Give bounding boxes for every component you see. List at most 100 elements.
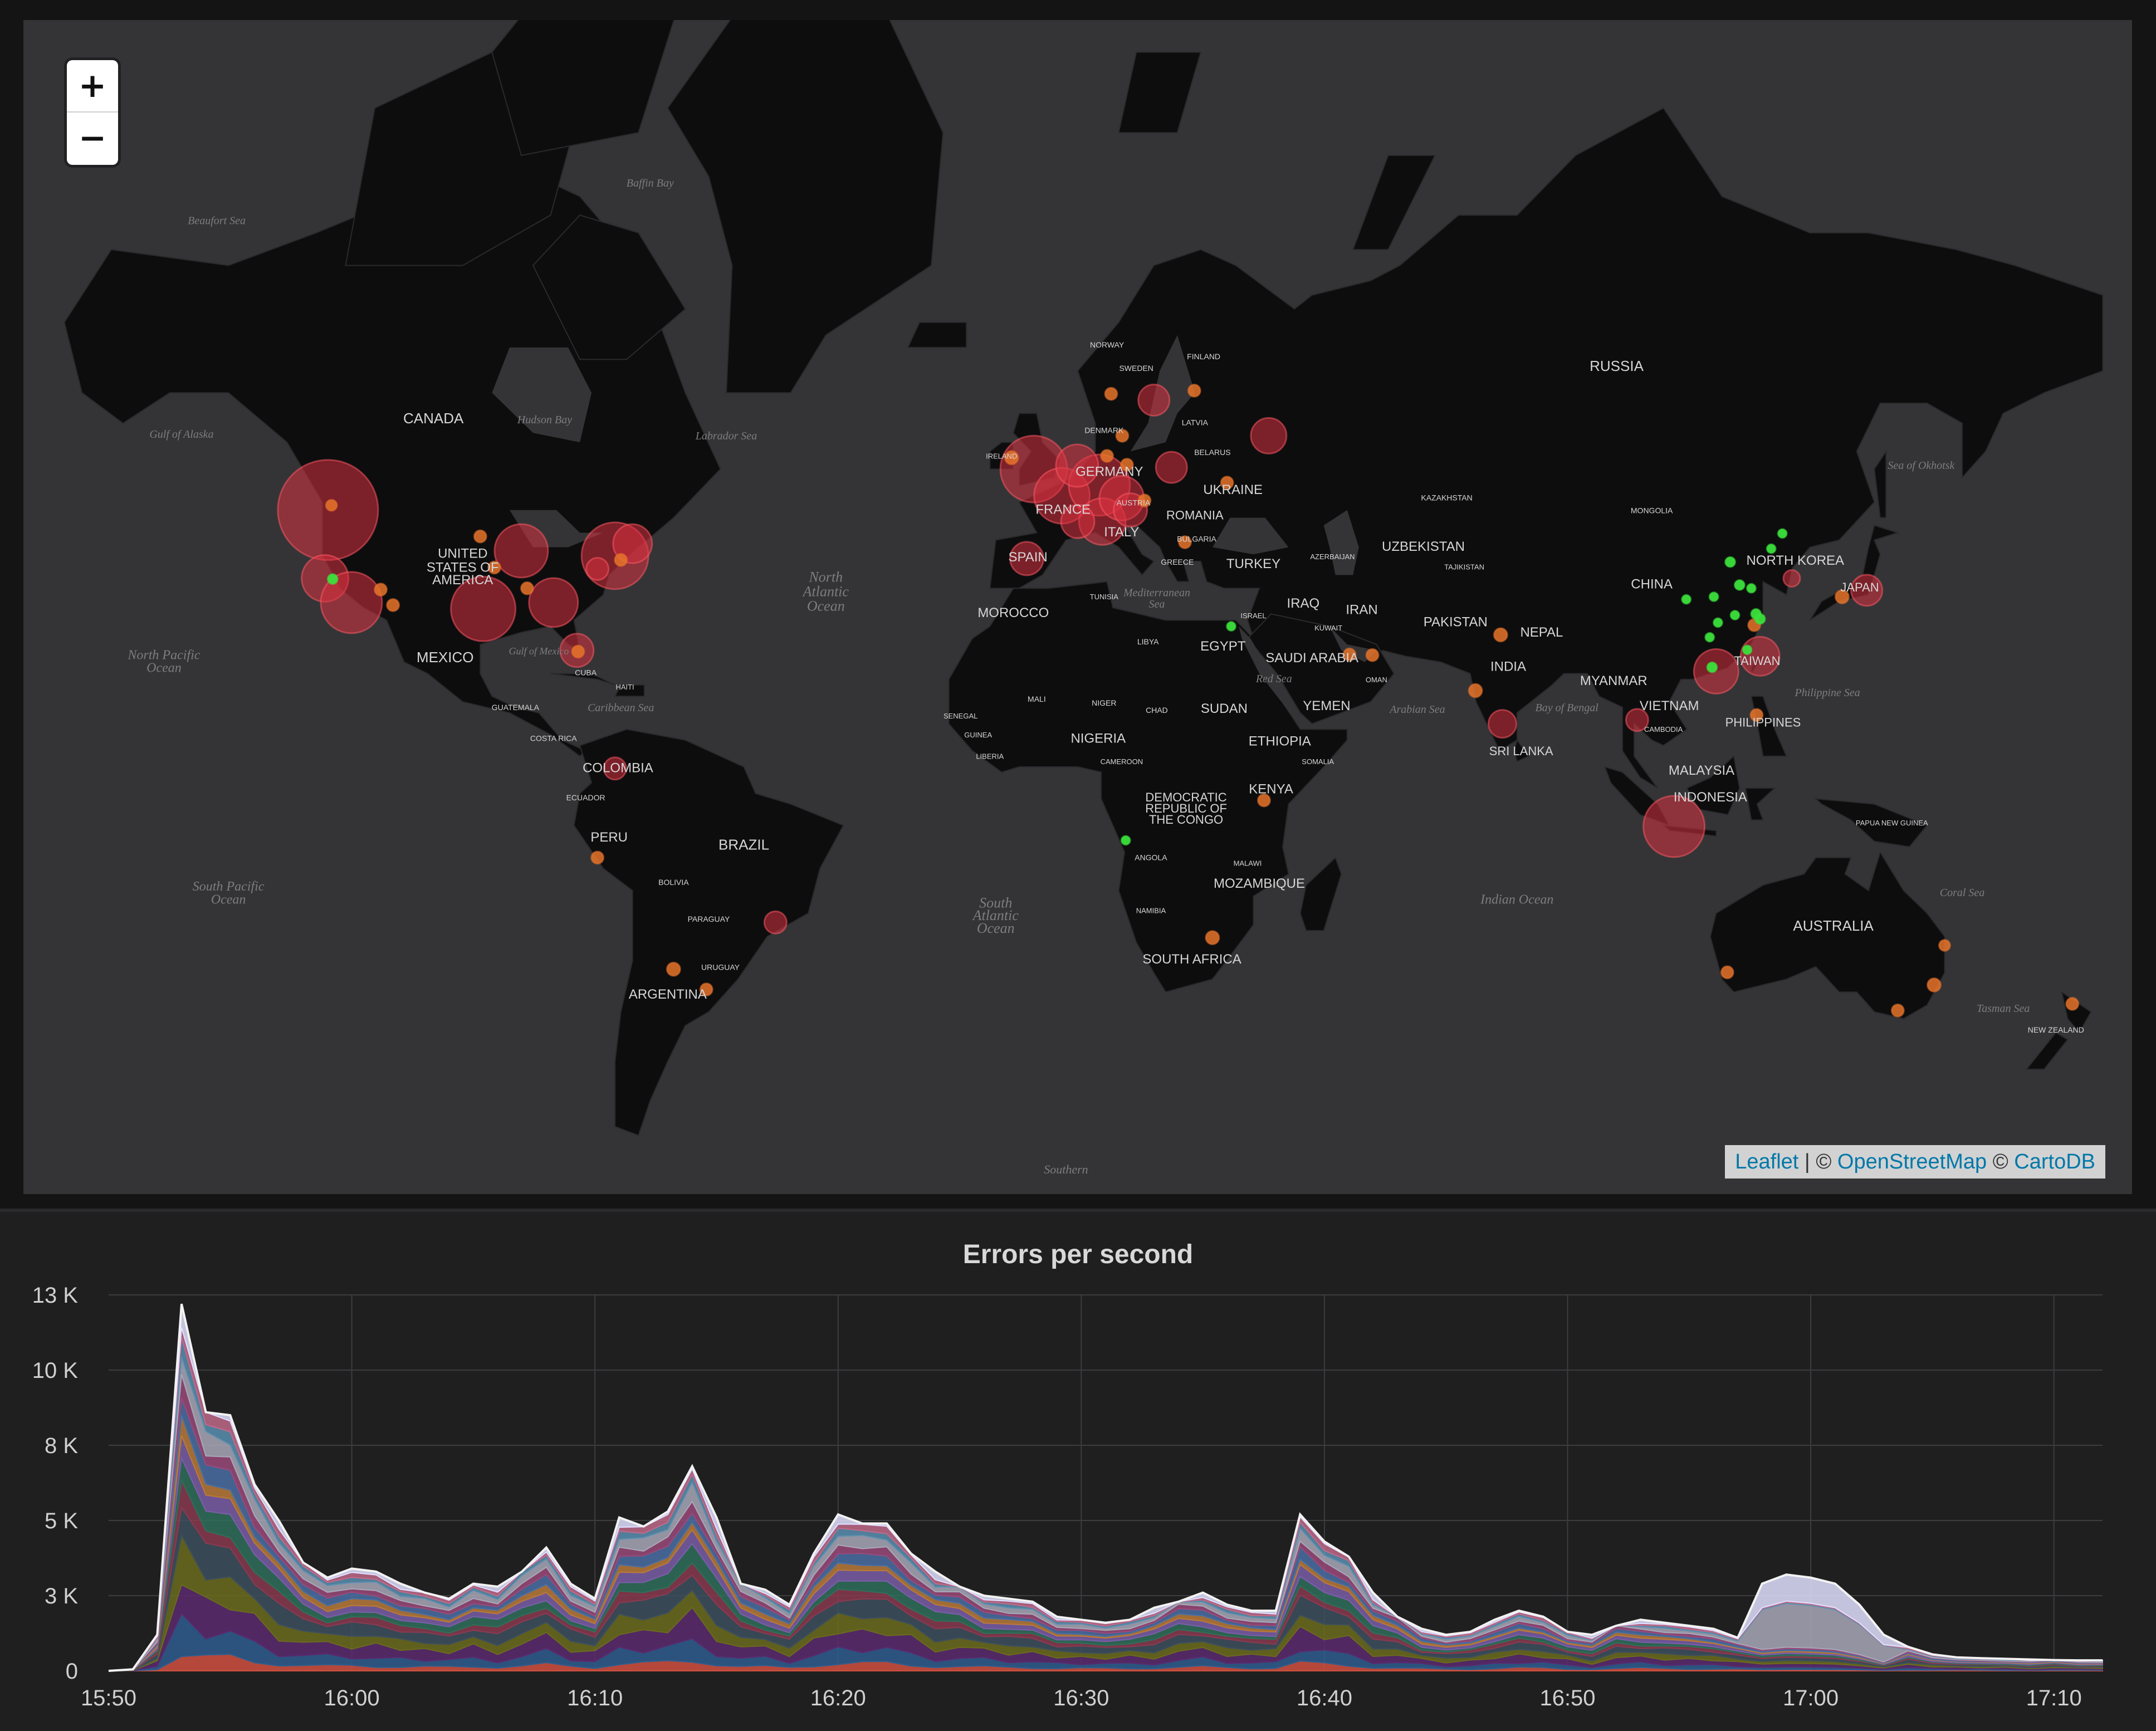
orange-error-marker[interactable] bbox=[1927, 977, 1942, 993]
country-label: REPUBLIC OF bbox=[1145, 801, 1227, 815]
red-error-marker[interactable] bbox=[763, 910, 788, 935]
red-error-marker[interactable] bbox=[450, 575, 517, 642]
zoom-in-button[interactable]: + bbox=[67, 60, 118, 113]
red-error-marker[interactable] bbox=[1487, 709, 1517, 739]
green-error-marker[interactable] bbox=[1777, 528, 1788, 539]
orange-error-marker[interactable] bbox=[1938, 938, 1951, 952]
errors-per-second-chart[interactable]: 0 3 K 5 K 8 K 10 K 13 K 15:50 16:00 16:10 16:20 16… bbox=[0, 1223, 2156, 1731]
country-label: TAJIKISTAN bbox=[1444, 563, 1484, 571]
red-error-marker[interactable] bbox=[1782, 569, 1801, 588]
orange-error-marker[interactable] bbox=[1720, 965, 1734, 980]
orange-error-marker[interactable] bbox=[1220, 476, 1234, 490]
country-label: DENMARK bbox=[1084, 426, 1124, 434]
red-error-marker[interactable] bbox=[1009, 541, 1045, 576]
orange-error-marker[interactable] bbox=[1342, 647, 1357, 662]
red-error-marker[interactable] bbox=[1155, 451, 1188, 484]
x-tick-label: 16:50 bbox=[1539, 1686, 1595, 1710]
red-error-marker[interactable] bbox=[585, 556, 610, 581]
sea-label: North bbox=[808, 569, 843, 585]
country-label: KENYA bbox=[1249, 782, 1293, 797]
orange-error-marker[interactable] bbox=[487, 560, 502, 575]
orange-error-marker[interactable] bbox=[1104, 387, 1118, 401]
leaflet-link[interactable]: Leaflet bbox=[1735, 1150, 1799, 1173]
orange-error-marker[interactable] bbox=[614, 552, 628, 567]
green-error-marker[interactable] bbox=[1226, 621, 1237, 632]
sea-label: Ocean bbox=[807, 598, 845, 614]
world-map[interactable]: CANADA UNITED STATES OF AMERICA MEXICO CUBA HA… bbox=[23, 20, 2132, 1194]
orange-error-marker[interactable] bbox=[1749, 708, 1764, 722]
orange-error-marker[interactable] bbox=[386, 598, 400, 612]
red-error-marker[interactable] bbox=[493, 523, 549, 579]
sea-label: Baffin Bay bbox=[627, 177, 674, 189]
sea-label: Atlantic bbox=[972, 907, 1019, 923]
red-error-marker[interactable] bbox=[1625, 708, 1649, 732]
green-error-marker[interactable] bbox=[1733, 579, 1746, 591]
orange-error-marker[interactable] bbox=[374, 583, 388, 597]
cartodb-link[interactable]: CartoDB bbox=[2014, 1150, 2095, 1173]
sea-label: Indian Ocean bbox=[1480, 892, 1553, 907]
green-error-marker[interactable] bbox=[1724, 556, 1737, 568]
green-error-marker[interactable] bbox=[1706, 661, 1718, 673]
openstreetmap-link[interactable]: OpenStreetMap bbox=[1837, 1150, 1987, 1173]
red-error-marker[interactable] bbox=[603, 756, 627, 781]
orange-error-marker[interactable] bbox=[571, 644, 585, 659]
red-error-marker[interactable] bbox=[320, 571, 383, 634]
orange-error-marker[interactable] bbox=[325, 498, 338, 512]
orange-error-marker[interactable] bbox=[1257, 793, 1271, 808]
green-error-marker[interactable] bbox=[1704, 632, 1715, 643]
red-error-marker[interactable] bbox=[1850, 574, 1884, 607]
country-label: AUSTRIA bbox=[1117, 498, 1151, 507]
orange-error-marker[interactable] bbox=[1177, 535, 1192, 550]
country-label: NAMIBIA bbox=[1136, 907, 1166, 915]
sea-label: Mediterranean bbox=[1123, 586, 1190, 599]
orange-error-marker[interactable] bbox=[1100, 449, 1114, 463]
red-error-marker[interactable] bbox=[1250, 417, 1288, 454]
sea-label: South bbox=[979, 894, 1012, 911]
red-error-marker[interactable] bbox=[1137, 383, 1171, 417]
green-error-marker[interactable] bbox=[1742, 644, 1753, 656]
orange-error-marker[interactable] bbox=[1468, 683, 1483, 698]
orange-error-marker[interactable] bbox=[1365, 648, 1380, 662]
green-error-marker[interactable] bbox=[1766, 543, 1777, 554]
red-error-marker[interactable] bbox=[1642, 795, 1706, 858]
orange-error-marker[interactable] bbox=[1205, 930, 1220, 946]
green-error-marker[interactable] bbox=[1750, 608, 1762, 620]
green-error-marker[interactable] bbox=[1708, 591, 1719, 602]
sea-label: Gulf of Mexico bbox=[509, 646, 569, 657]
country-label: COSTA RICA bbox=[530, 734, 577, 743]
green-error-marker[interactable] bbox=[1729, 610, 1741, 621]
world-map-panel: CANADA UNITED STATES OF AMERICA MEXICO CUBA HA… bbox=[0, 0, 2156, 1212]
green-error-marker[interactable] bbox=[1746, 583, 1757, 594]
country-label: COLOMBIA bbox=[583, 760, 653, 775]
y-tick-label: 8 K bbox=[45, 1434, 78, 1458]
orange-error-marker[interactable] bbox=[666, 961, 681, 977]
orange-error-marker[interactable] bbox=[1493, 627, 1508, 643]
country-label: MEXICO bbox=[417, 649, 474, 666]
orange-error-marker[interactable] bbox=[590, 850, 605, 865]
green-error-marker[interactable] bbox=[1681, 594, 1692, 605]
x-tick-label: 17:00 bbox=[1783, 1686, 1839, 1710]
orange-error-marker[interactable] bbox=[1187, 383, 1201, 398]
orange-error-marker[interactable] bbox=[520, 581, 534, 595]
red-error-marker[interactable] bbox=[528, 577, 579, 628]
orange-error-marker[interactable] bbox=[473, 529, 487, 544]
green-error-marker[interactable] bbox=[326, 573, 339, 585]
orange-error-marker[interactable] bbox=[1004, 450, 1019, 466]
zoom-out-button[interactable]: − bbox=[78, 119, 107, 158]
orange-error-marker[interactable] bbox=[1115, 428, 1130, 443]
orange-error-marker[interactable] bbox=[1119, 457, 1134, 472]
country-label: BULGARIA bbox=[1177, 534, 1216, 543]
country-label: BELARUS bbox=[1194, 448, 1230, 457]
red-error-marker[interactable] bbox=[1055, 443, 1099, 488]
orange-error-marker[interactable] bbox=[1137, 493, 1152, 508]
orange-error-marker[interactable] bbox=[1834, 589, 1850, 604]
orange-error-marker[interactable] bbox=[699, 982, 713, 997]
green-error-marker[interactable] bbox=[1120, 835, 1131, 846]
orange-error-marker[interactable] bbox=[1890, 1003, 1905, 1018]
sea-label: Labrador Sea bbox=[695, 430, 757, 442]
orange-error-marker[interactable] bbox=[2065, 996, 2080, 1011]
red-error-marker[interactable] bbox=[1060, 503, 1096, 539]
country-label: PARAGUAY bbox=[688, 915, 730, 923]
green-error-marker[interactable] bbox=[1712, 617, 1723, 628]
